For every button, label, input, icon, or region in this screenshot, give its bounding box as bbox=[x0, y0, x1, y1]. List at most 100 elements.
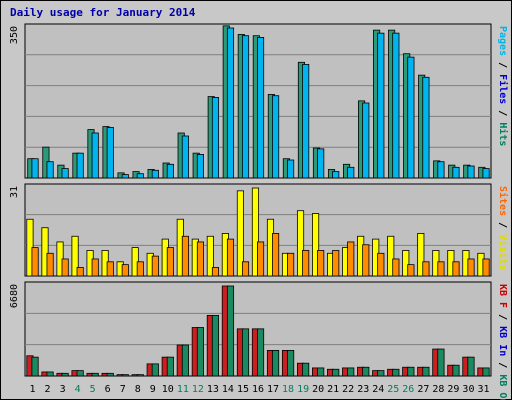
bar-visits-day-15 bbox=[236, 190, 244, 277]
day-label-31: 31 bbox=[477, 384, 489, 395]
bar-kb-out-day-17 bbox=[272, 349, 280, 377]
bar-pages-day-15 bbox=[241, 35, 250, 179]
bar-kb-out-day-1 bbox=[31, 356, 39, 377]
y-max-label-bottom: 6680 bbox=[9, 284, 20, 308]
bar-kb-out-day-22 bbox=[347, 367, 355, 377]
bar-sites-day-28 bbox=[437, 261, 445, 277]
bar-pages-day-14 bbox=[226, 27, 235, 179]
legend-entry: / bbox=[497, 308, 508, 326]
legend-entry: Pages bbox=[497, 26, 508, 56]
day-label-17: 17 bbox=[267, 384, 279, 395]
day-label-14: 14 bbox=[222, 384, 234, 395]
bar-pages-day-8 bbox=[136, 173, 144, 179]
bar-kb-out-day-18 bbox=[287, 349, 295, 377]
day-label-16: 16 bbox=[252, 384, 264, 395]
bar-visits-day-27 bbox=[417, 233, 425, 277]
day-label-24: 24 bbox=[372, 384, 384, 395]
bar-visits-day-16 bbox=[251, 187, 259, 277]
bar-pages-day-4 bbox=[76, 152, 84, 179]
bar-sites-day-3 bbox=[61, 258, 69, 277]
bar-visits-day-20 bbox=[312, 213, 320, 277]
bar-visits-day-26 bbox=[402, 250, 410, 277]
y-max-label-top: 350 bbox=[9, 26, 20, 44]
bar-kb-out-day-6 bbox=[106, 372, 114, 377]
bar-pages-day-11 bbox=[181, 135, 189, 179]
bar-pages-day-18 bbox=[287, 159, 295, 179]
legend-top: Pages / Files / Hits bbox=[497, 26, 509, 146]
bar-kb-out-day-9 bbox=[151, 363, 159, 377]
bar-sites-day-10 bbox=[166, 247, 174, 277]
bar-pages-day-1 bbox=[31, 158, 39, 179]
bar-sites-day-20 bbox=[317, 250, 325, 277]
bar-visits-day-2 bbox=[41, 227, 49, 277]
bar-sites-day-29 bbox=[452, 261, 460, 277]
day-label-27: 27 bbox=[417, 384, 429, 395]
bar-kb-out-day-25 bbox=[392, 368, 400, 377]
panel-middle: 31 Sites / Visits bbox=[9, 183, 509, 277]
legend-bottom: KB F / KB In / KB Out bbox=[497, 284, 508, 400]
bar-sites-day-27 bbox=[422, 261, 430, 277]
bar-sites-day-8 bbox=[136, 261, 144, 277]
day-label-30: 30 bbox=[462, 384, 474, 395]
bar-pages-day-3 bbox=[61, 168, 69, 179]
bar-sites-day-14 bbox=[226, 238, 235, 277]
y-max-label-middle: 31 bbox=[9, 186, 20, 198]
bar-kb-out-day-13 bbox=[211, 314, 220, 377]
bar-visits-day-25 bbox=[387, 235, 395, 277]
bar-kb-out-day-29 bbox=[452, 364, 460, 377]
day-label-28: 28 bbox=[432, 384, 444, 395]
bar-pages-day-10 bbox=[166, 163, 174, 179]
bar-visits-day-4 bbox=[71, 235, 79, 277]
bar-pages-day-19 bbox=[302, 64, 310, 179]
day-label-25: 25 bbox=[387, 384, 399, 395]
day-label-10: 10 bbox=[162, 384, 174, 395]
bar-sites-day-13 bbox=[211, 267, 220, 277]
bar-pages-day-28 bbox=[437, 161, 445, 179]
bar-sites-day-21 bbox=[332, 250, 340, 277]
bar-kb-out-day-10 bbox=[166, 356, 174, 377]
bar-pages-day-24 bbox=[377, 32, 385, 179]
bar-kb-out-day-21 bbox=[332, 368, 340, 377]
bar-kb-out-day-23 bbox=[362, 366, 370, 377]
bar-kb-out-day-19 bbox=[302, 362, 310, 377]
bar-pages-day-17 bbox=[272, 95, 280, 179]
x-axis-day-labels: 1 2 3 4 5 6 7 8 9 10 11 12 13 14 15 16 17 18 19 20 21 22 23 24 2… bbox=[30, 384, 490, 395]
bar-kb-out-day-15 bbox=[241, 328, 250, 377]
day-label-3: 3 bbox=[60, 384, 66, 395]
legend-entry: Hits bbox=[497, 122, 509, 146]
bar-kb-out-day-2 bbox=[46, 371, 54, 377]
legend-entry: KB In bbox=[497, 326, 508, 356]
bar-visits-day-13 bbox=[206, 235, 214, 277]
legend-entry: / bbox=[497, 104, 508, 122]
day-label-23: 23 bbox=[357, 384, 369, 395]
bar-kb-out-day-5 bbox=[91, 372, 99, 377]
bar-sites-day-25 bbox=[392, 258, 400, 277]
bar-pages-day-16 bbox=[256, 37, 265, 179]
day-label-15: 15 bbox=[237, 384, 249, 395]
bar-sites-day-2 bbox=[46, 252, 54, 277]
day-label-1: 1 bbox=[30, 384, 36, 395]
legend-middle: Sites / Visits bbox=[497, 186, 509, 270]
day-label-20: 20 bbox=[312, 384, 324, 395]
bar-sites-day-31 bbox=[482, 258, 490, 277]
legend-entry: / bbox=[497, 56, 508, 74]
day-label-9: 9 bbox=[150, 384, 156, 395]
day-label-5: 5 bbox=[90, 384, 96, 395]
day-label-18: 18 bbox=[282, 384, 294, 395]
bar-kb-out-day-20 bbox=[317, 367, 325, 377]
bar-pages-day-12 bbox=[196, 154, 204, 179]
bar-sites-day-17 bbox=[272, 233, 280, 277]
bar-kb-out-day-3 bbox=[61, 372, 69, 377]
bar-pages-day-9 bbox=[151, 169, 159, 179]
bar-kb-out-day-27 bbox=[422, 366, 430, 377]
bar-pages-day-20 bbox=[317, 148, 325, 179]
bar-sites-day-12 bbox=[196, 241, 204, 277]
bar-kb-out-day-30 bbox=[467, 356, 475, 377]
bar-sites-day-15 bbox=[241, 261, 250, 277]
bar-pages-day-21 bbox=[332, 171, 340, 179]
day-label-8: 8 bbox=[135, 384, 141, 395]
bar-pages-day-29 bbox=[452, 166, 460, 179]
day-label-26: 26 bbox=[402, 384, 414, 395]
bar-sites-day-11 bbox=[181, 235, 189, 277]
